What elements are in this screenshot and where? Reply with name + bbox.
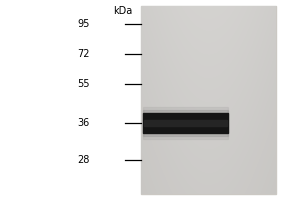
Text: 72: 72	[77, 49, 90, 59]
Bar	[142, 107, 228, 139]
Text: 28: 28	[78, 155, 90, 165]
Text: 55: 55	[77, 79, 90, 89]
Text: 36: 36	[78, 118, 90, 128]
Bar	[144, 120, 226, 126]
Bar	[142, 113, 228, 133]
Bar	[141, 6, 276, 194]
Text: 95: 95	[78, 19, 90, 29]
Bar	[142, 110, 228, 136]
Text: kDa: kDa	[113, 6, 132, 16]
